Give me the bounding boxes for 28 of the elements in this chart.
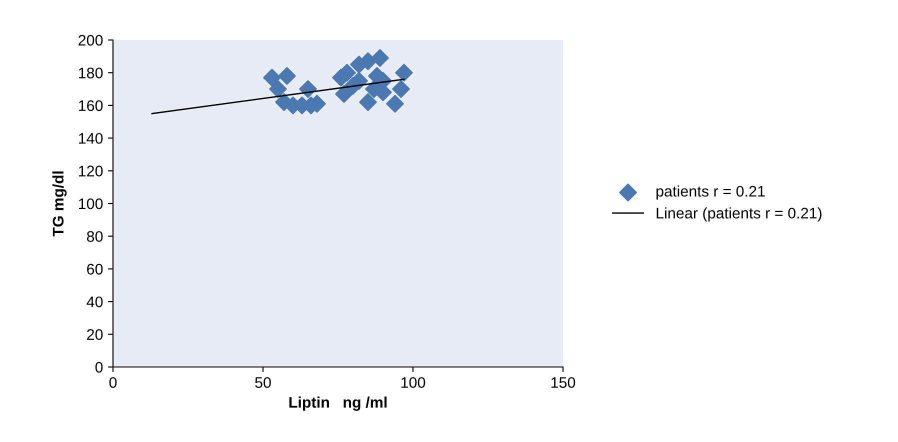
y-tick-label: 80 — [86, 231, 103, 242]
point — [335, 85, 353, 103]
point — [395, 64, 413, 82]
point — [386, 94, 404, 113]
y-tick-label: 60 — [87, 264, 103, 275]
y-tick-label: 180 — [78, 68, 103, 78]
x-axis-title: Liptin ng /ml — [289, 396, 387, 411]
y-tick-label: 20 — [87, 329, 103, 340]
y-axis-title: TG mg/dl — [52, 171, 67, 236]
y-tick-label: 200 — [78, 34, 103, 46]
point — [392, 80, 410, 98]
point — [278, 67, 296, 85]
y-tick-label: 0 — [95, 362, 103, 373]
y-tick-label: 40 — [86, 296, 103, 308]
point — [263, 68, 281, 87]
x-tick-label: 150 — [551, 377, 576, 388]
point — [359, 93, 377, 112]
y-tick-label: 120 — [78, 166, 103, 176]
y-tick-label: 160 — [78, 100, 103, 112]
x-tick-label: 0 — [109, 377, 117, 388]
x-tick-label: 100 — [401, 377, 426, 388]
y-tick-label: 140 — [78, 132, 103, 144]
x-tick-label: 50 — [255, 377, 271, 388]
y-tick-label: 100 — [78, 198, 103, 210]
legend-label: Linear (patients r = 0.21) — [656, 207, 822, 222]
point — [371, 49, 389, 67]
point — [269, 80, 287, 98]
legend-label: patients r = 0.21 — [656, 185, 765, 200]
